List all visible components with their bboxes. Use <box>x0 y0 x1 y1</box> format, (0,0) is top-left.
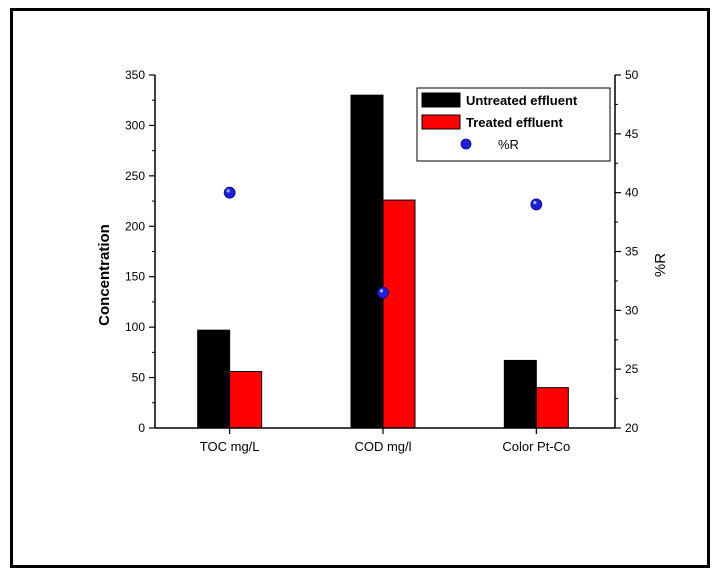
y2-tick-label: 45 <box>625 127 639 141</box>
legend-label: %R <box>498 137 519 152</box>
y2-tick-label: 40 <box>625 186 639 200</box>
bar-untreated <box>197 329 231 429</box>
bar-treated <box>535 387 569 429</box>
y-tick-label: 150 <box>125 270 145 284</box>
points-layer <box>223 186 543 299</box>
y-tick-label: 350 <box>125 68 145 82</box>
y2-axis-label: %R <box>652 253 669 277</box>
y-axis-label: Concentration <box>96 224 113 326</box>
percent-r-point <box>377 286 389 299</box>
bar-untreated <box>503 359 537 429</box>
bar-treated <box>229 371 263 429</box>
y-tick-label: 50 <box>132 371 146 385</box>
y-tick-label: 300 <box>125 118 145 132</box>
axes-layer: 0 50 100 150 200 250 300 350 20 25 30 35 40 45 50 TOC m… <box>125 68 639 454</box>
legend-swatch <box>421 114 461 130</box>
point-highlight <box>379 289 384 293</box>
y2-tick-label: 20 <box>625 421 639 435</box>
y2-tick-label: 30 <box>625 303 639 317</box>
point-highlight <box>533 201 537 205</box>
x-tick-label: COD mg/l <box>354 439 411 454</box>
x-tick-label: TOC mg/L <box>200 439 260 454</box>
y2-tick-label: 25 <box>625 362 639 376</box>
y-tick-label: 250 <box>125 169 145 183</box>
y-tick-label: 0 <box>138 421 145 435</box>
bar-untreated <box>350 94 384 429</box>
point-highlight <box>226 189 230 193</box>
y-tick-label: 100 <box>125 320 145 334</box>
y2-tick-label: 35 <box>625 245 639 259</box>
legend-point <box>460 138 472 150</box>
percent-r-point <box>223 186 236 199</box>
figure-frame: 0 50 100 150 200 250 300 350 20 25 30 35 40 45 50 TOC m… <box>10 8 710 568</box>
bar-treated <box>382 199 416 429</box>
bar-chart: 0 50 100 150 200 250 300 350 20 25 30 35 40 45 50 TOC m… <box>96 68 669 454</box>
percent-r-point <box>530 198 543 211</box>
legend-swatch <box>421 92 461 108</box>
x-tick-label: Color Pt-Co <box>502 439 570 454</box>
legend-label: Untreated effluent <box>466 93 578 108</box>
legend: Untreated effluent Treated effluent %R <box>416 87 611 162</box>
y2-tick-label: 50 <box>625 68 639 82</box>
bars-layer <box>197 94 569 429</box>
y-tick-label: 200 <box>125 219 145 233</box>
legend-label: Treated effluent <box>466 115 563 130</box>
